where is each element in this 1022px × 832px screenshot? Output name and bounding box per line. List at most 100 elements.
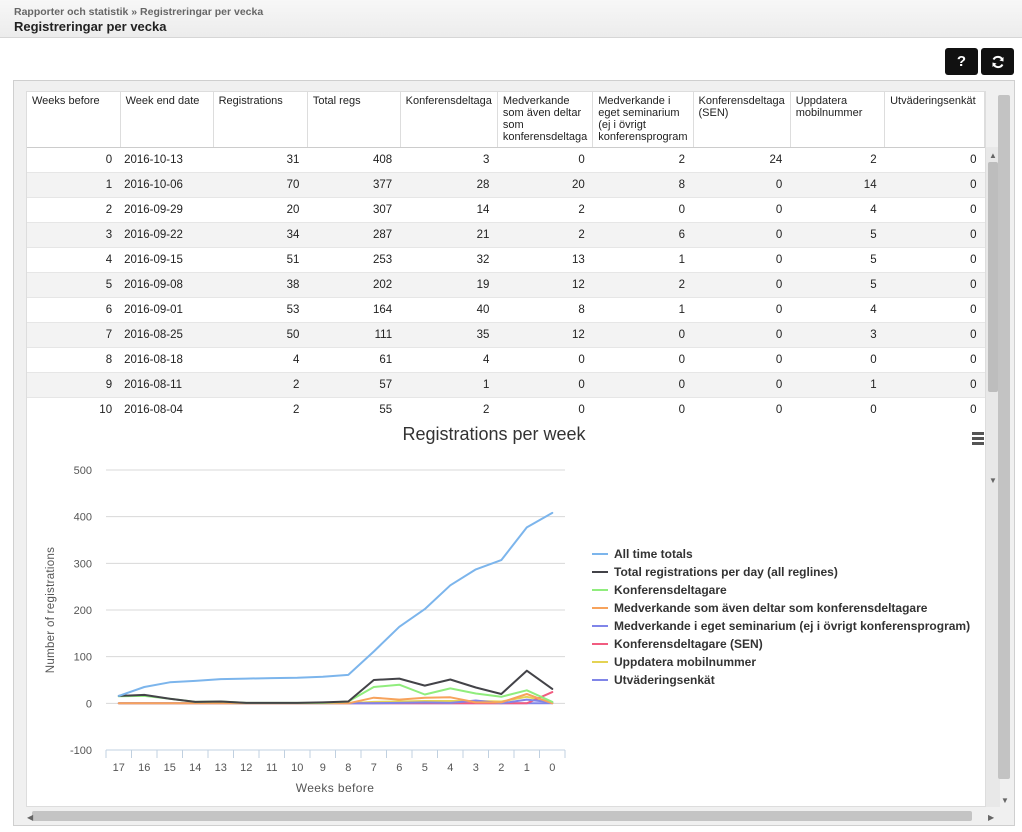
legend-swatch <box>592 589 608 591</box>
legend-item[interactable]: Medverkande i eget seminarium (ej i övri… <box>592 617 987 635</box>
legend-label: Konferensdeltagare <box>614 583 727 597</box>
table-cell: 3 <box>27 222 121 248</box>
table-row[interactable]: 2 2016-09-29 20 307 14 2 0 0 4 0 <box>27 197 985 223</box>
table-row[interactable]: 8 2016-08-18 4 61 4 0 0 0 0 0 <box>27 347 985 373</box>
column-header[interactable]: Uppdatera mobilnummer <box>790 92 886 148</box>
x-tick-label: 15 <box>164 762 176 774</box>
column-header[interactable]: Konferensdeltaga <box>400 92 498 148</box>
table-cell: 0 <box>693 197 791 223</box>
column-header[interactable]: Week end date <box>120 92 214 148</box>
legend-swatch <box>592 679 608 681</box>
table-cell: 0 <box>497 372 593 398</box>
y-tick-label: -100 <box>70 745 92 757</box>
legend-item[interactable]: Utväderingsenkät <box>592 671 987 689</box>
legend-swatch <box>592 625 608 627</box>
table-cell: 20 <box>213 197 308 223</box>
legend-label: Utväderingsenkät <box>614 673 715 687</box>
table-cell: 40 <box>400 297 498 323</box>
legend-label: Medverkande som även deltar som konferen… <box>614 601 928 615</box>
column-header[interactable]: Weeks before <box>27 92 121 148</box>
scroll-left-arrow-icon[interactable]: ◀ <box>27 813 34 822</box>
column-header[interactable]: Medverkande i eget seminarium (ej i övri… <box>592 92 694 148</box>
legend-swatch <box>592 643 608 645</box>
table-cell: 253 <box>307 247 401 273</box>
table-cell: 0 <box>693 372 791 398</box>
table-cell: 2016-09-29 <box>120 197 214 223</box>
table-cell: 8 <box>497 297 593 323</box>
table-cell: 111 <box>307 322 401 348</box>
table-cell: 57 <box>307 372 401 398</box>
table-cell: 2 <box>27 197 121 223</box>
table-scroll-thumb[interactable] <box>988 162 998 392</box>
table-cell: 0 <box>884 247 985 273</box>
table-cell: 2016-08-11 <box>120 372 214 398</box>
table-cell: 4 <box>213 347 308 373</box>
table-row[interactable]: 9 2016-08-11 2 57 1 0 0 0 1 0 <box>27 372 985 398</box>
table-row[interactable]: 4 2016-09-15 51 253 32 13 1 0 5 0 <box>27 247 985 273</box>
chart-menu-icon[interactable] <box>972 432 984 447</box>
scroll-up-arrow-icon[interactable]: ▲ <box>989 151 997 160</box>
legend-item[interactable]: Konferensdeltagare (SEN) <box>592 635 987 653</box>
help-button[interactable]: ? <box>945 48 978 75</box>
refresh-button[interactable] <box>981 48 1014 75</box>
table-cell: 70 <box>213 172 308 198</box>
table-cell: 2016-09-15 <box>120 247 214 273</box>
legend-item[interactable]: Uppdatera mobilnummer <box>592 653 987 671</box>
table-cell: 19 <box>400 272 498 298</box>
column-header[interactable]: Medverkande som även deltar som konferen… <box>497 92 594 148</box>
column-header[interactable]: Utväderingsenkät <box>884 92 985 148</box>
x-tick-label: 11 <box>266 762 277 774</box>
legend-item[interactable]: Medverkande som även deltar som konferen… <box>592 599 987 617</box>
table-cell: 0 <box>693 322 791 348</box>
y-tick-label: 200 <box>74 605 92 617</box>
table-row[interactable]: 0 2016-10-13 31 408 3 0 2 24 2 0 <box>27 147 985 173</box>
table-row[interactable]: 1 2016-10-06 70 377 28 20 8 0 14 0 <box>27 172 985 198</box>
series-line <box>117 693 554 705</box>
panel-scroll-thumb[interactable] <box>998 95 1010 779</box>
series-line <box>117 511 554 697</box>
table-cell: 0 <box>693 272 791 298</box>
table-cell: 2 <box>497 222 593 248</box>
horizontal-scroll-thumb[interactable] <box>32 811 972 821</box>
x-tick-label: 0 <box>549 762 555 774</box>
scroll-right-arrow-icon[interactable]: ▶ <box>988 813 995 822</box>
table-cell: 2 <box>497 197 593 223</box>
scroll-down-arrow-icon[interactable]: ▼ <box>989 476 997 485</box>
table-cell: 1 <box>790 372 885 398</box>
breadcrumb-parent[interactable]: Rapporter och statistik <box>14 6 129 18</box>
table-row[interactable]: 6 2016-09-01 53 164 40 8 1 0 4 0 <box>27 297 985 323</box>
y-tick-label: 0 <box>86 698 92 710</box>
x-axis-label: Weeks before <box>296 781 375 795</box>
table-cell: 3 <box>790 322 885 348</box>
table-cell: 61 <box>307 347 401 373</box>
table-row[interactable]: 7 2016-08-25 50 111 35 12 0 0 3 0 <box>27 322 985 348</box>
panel-scroll-down-icon[interactable]: ▼ <box>1001 796 1009 805</box>
table-cell: 0 <box>592 322 694 348</box>
table-cell: 6 <box>592 222 694 248</box>
x-tick-label: 12 <box>240 762 252 774</box>
table-row[interactable]: 5 2016-09-08 38 202 19 12 2 0 5 0 <box>27 272 985 298</box>
table-cell: 2 <box>592 147 694 173</box>
x-tick-label: 17 <box>113 762 125 774</box>
series-line <box>117 669 554 704</box>
column-header[interactable]: Registrations <box>213 92 308 148</box>
table-cell: 8 <box>27 347 121 373</box>
table-cell: 2016-08-18 <box>120 347 214 373</box>
legend-item[interactable]: All time totals <box>592 545 987 563</box>
y-axis-label: Number of registrations <box>45 547 57 673</box>
breadcrumb-current: Registreringar per vecka <box>140 6 264 18</box>
y-tick-label: 100 <box>74 652 92 664</box>
table-cell: 1 <box>400 372 498 398</box>
x-tick-label: 2 <box>498 762 504 774</box>
table-row[interactable]: 3 2016-09-22 34 287 21 2 6 0 5 0 <box>27 222 985 248</box>
table-cell: 28 <box>400 172 498 198</box>
legend-item[interactable]: Konferensdeltagare <box>592 581 987 599</box>
column-header[interactable]: Konferensdeltaga (SEN) <box>693 92 791 148</box>
legend-item[interactable]: Total registrations per day (all regline… <box>592 563 987 581</box>
table-cell: 202 <box>307 272 401 298</box>
x-tick-label: 13 <box>215 762 227 774</box>
legend-label: Medverkande i eget seminarium (ej i övri… <box>614 619 971 633</box>
table-cell: 50 <box>213 322 308 348</box>
table-cell: 0 <box>884 347 985 373</box>
column-header[interactable]: Total regs <box>307 92 401 148</box>
